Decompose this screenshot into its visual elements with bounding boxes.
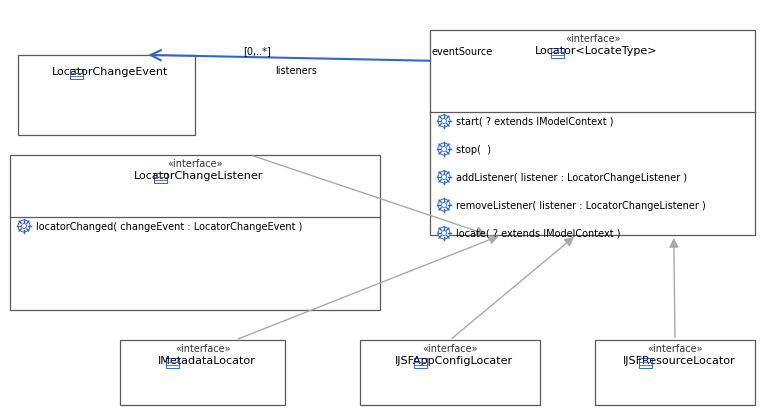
Circle shape bbox=[438, 115, 450, 127]
Text: eventSource: eventSource bbox=[432, 47, 494, 57]
Bar bbox=[18, 55, 195, 135]
Text: listeners: listeners bbox=[275, 66, 317, 76]
Text: IMetadataLocator: IMetadataLocator bbox=[157, 356, 255, 366]
Text: «interface»: «interface» bbox=[647, 344, 703, 354]
Circle shape bbox=[438, 199, 450, 211]
Text: «interface»: «interface» bbox=[167, 159, 223, 169]
Bar bbox=[430, 30, 755, 235]
Bar bbox=[10, 155, 380, 310]
Bar bbox=[154, 173, 167, 183]
Text: locatorChanged( changeEvent : LocatorChangeEvent ): locatorChanged( changeEvent : LocatorCha… bbox=[36, 222, 303, 232]
Bar bbox=[70, 69, 83, 79]
Text: IJSFAppConfigLocater: IJSFAppConfigLocater bbox=[395, 356, 513, 366]
Bar bbox=[360, 340, 540, 405]
Circle shape bbox=[438, 171, 450, 183]
Bar bbox=[413, 358, 426, 368]
Bar bbox=[120, 340, 285, 405]
Bar bbox=[166, 358, 179, 368]
Circle shape bbox=[18, 220, 30, 232]
Text: start( ? extends IModelContext ): start( ? extends IModelContext ) bbox=[456, 117, 613, 127]
Text: [0,..*]: [0,..*] bbox=[243, 46, 270, 56]
Text: IJSFResourceLocator: IJSFResourceLocator bbox=[623, 356, 735, 366]
Circle shape bbox=[438, 227, 450, 239]
Bar bbox=[639, 358, 652, 368]
Text: «interface»: «interface» bbox=[422, 344, 478, 354]
Text: LocatorChangeListener: LocatorChangeListener bbox=[134, 171, 264, 181]
Bar bbox=[551, 48, 564, 58]
Text: Locator<LocateType>: Locator<LocateType> bbox=[536, 46, 658, 56]
Text: «interface»: «interface» bbox=[565, 34, 620, 44]
Text: removeListener( listener : LocatorChangeListener ): removeListener( listener : LocatorChange… bbox=[456, 201, 706, 211]
Text: locate( ? extends IModelContext ): locate( ? extends IModelContext ) bbox=[456, 229, 620, 239]
Text: LocatorChangeEvent: LocatorChangeEvent bbox=[52, 67, 169, 77]
Text: «interface»: «interface» bbox=[175, 344, 230, 354]
Text: addListener( listener : LocatorChangeListener ): addListener( listener : LocatorChangeLis… bbox=[456, 173, 687, 183]
Circle shape bbox=[438, 143, 450, 155]
Bar bbox=[595, 340, 755, 405]
Text: stop(  ): stop( ) bbox=[456, 145, 491, 155]
